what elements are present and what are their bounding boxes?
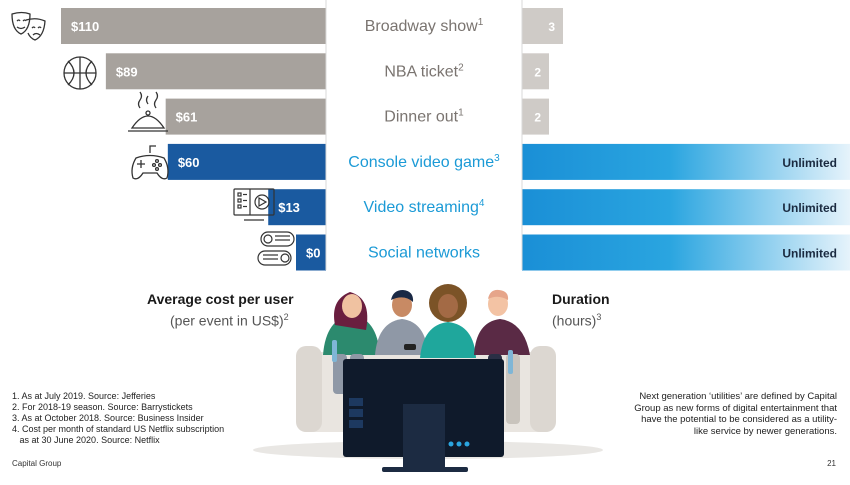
duration-bars: 3 2 2 Unlimited Unlimited Unlimited — [522, 8, 850, 271]
activity-label: Social networks — [368, 245, 480, 262]
cost-bars: $110 $89 $61 $60 $13 $0 — [61, 8, 326, 271]
footnotes: 1. As at July 2019. Source: Jefferies 2.… — [12, 391, 224, 446]
cloche-icon — [128, 91, 168, 132]
cost-bar — [165, 98, 326, 135]
activity-label: Console video game3 — [348, 153, 500, 171]
people-watching-tv-illustration — [253, 284, 603, 472]
footnote-4: 4. Cost per month of standard US Netflix… — [12, 424, 225, 434]
duration-bar — [522, 8, 563, 44]
cost-bar — [105, 53, 326, 90]
center-panel — [326, 0, 522, 270]
activity-label-sup: 1 — [478, 17, 484, 28]
cost-bar — [296, 234, 326, 271]
activity-label: NBA ticket2 — [384, 62, 464, 80]
duration-bar — [522, 98, 549, 135]
activity-label-sup: 3 — [494, 153, 500, 164]
cost-axis-subtitle-text: (per event in US$) — [170, 312, 284, 329]
duration-label: Unlimited — [782, 201, 837, 215]
duration-label: 3 — [548, 20, 555, 34]
footnote-4-cont: as at 30 June 2020. Source: Netflix — [12, 435, 160, 445]
cost-bar — [61, 8, 326, 44]
cost-label: $0 — [306, 246, 320, 261]
cost-axis-subtitle: (per event in US$)2 — [170, 312, 289, 329]
cost-label: $60 — [178, 155, 200, 170]
footnote-3: 3. As at October 2018. Source: Business … — [12, 413, 204, 423]
brand-name: Capital Group — [12, 459, 62, 468]
activity-label-sup: 4 — [479, 198, 485, 209]
activity-label: Video streaming4 — [364, 198, 485, 216]
gamepad-icon — [131, 145, 169, 180]
chat-bubbles-icon — [257, 231, 295, 266]
cost-axis-title: Average cost per user — [147, 291, 294, 307]
basketball-icon — [63, 56, 97, 90]
theater-masks-icon — [11, 11, 46, 41]
duration-bar — [522, 53, 549, 90]
duration-axis-subtitle-sup: 3 — [596, 312, 602, 322]
activity-label: Broadway show1 — [365, 17, 484, 35]
activity-label-sup: 2 — [458, 62, 464, 73]
activity-label-text: Console video game — [348, 154, 494, 171]
duration-label: Unlimited — [782, 156, 837, 170]
duration-axis-subtitle-text: (hours) — [552, 312, 597, 329]
cost-label: $110 — [71, 19, 99, 34]
duration-bar — [522, 189, 850, 226]
video-streaming-icon — [233, 188, 275, 221]
activity-label-text: Video streaming — [364, 199, 479, 216]
activity-label-sup: 1 — [458, 108, 464, 119]
duration-label: 2 — [534, 65, 541, 79]
duration-bar — [522, 234, 850, 271]
activity-label-text: Broadway show — [365, 18, 478, 35]
activity-label: Dinner out1 — [384, 108, 464, 126]
cost-axis-subtitle-sup: 2 — [283, 312, 289, 322]
duration-axis-title: Duration — [552, 291, 610, 307]
duration-label: Unlimited — [782, 247, 837, 261]
footnote-1: 1. As at July 2019. Source: Jefferies — [12, 391, 156, 401]
footnote-2: 2. For 2018-19 season. Source: Barrystic… — [12, 402, 193, 412]
duration-bar — [522, 143, 850, 180]
cost-label: $89 — [116, 64, 138, 79]
next-gen-note: Next generation ‘utilities’ are defined … — [634, 391, 837, 437]
cost-label: $13 — [278, 200, 300, 215]
activity-label-text: NBA ticket — [384, 63, 458, 80]
cost-bar — [268, 189, 326, 226]
duration-axis-subtitle: (hours)3 — [552, 312, 601, 329]
cost-bar — [167, 143, 326, 180]
cost-label: $61 — [176, 110, 198, 125]
activity-label-text: Social networks — [368, 245, 480, 262]
activity-label-text: Dinner out — [384, 109, 458, 126]
page-number: 21 — [827, 459, 836, 468]
duration-label: 2 — [534, 111, 541, 125]
